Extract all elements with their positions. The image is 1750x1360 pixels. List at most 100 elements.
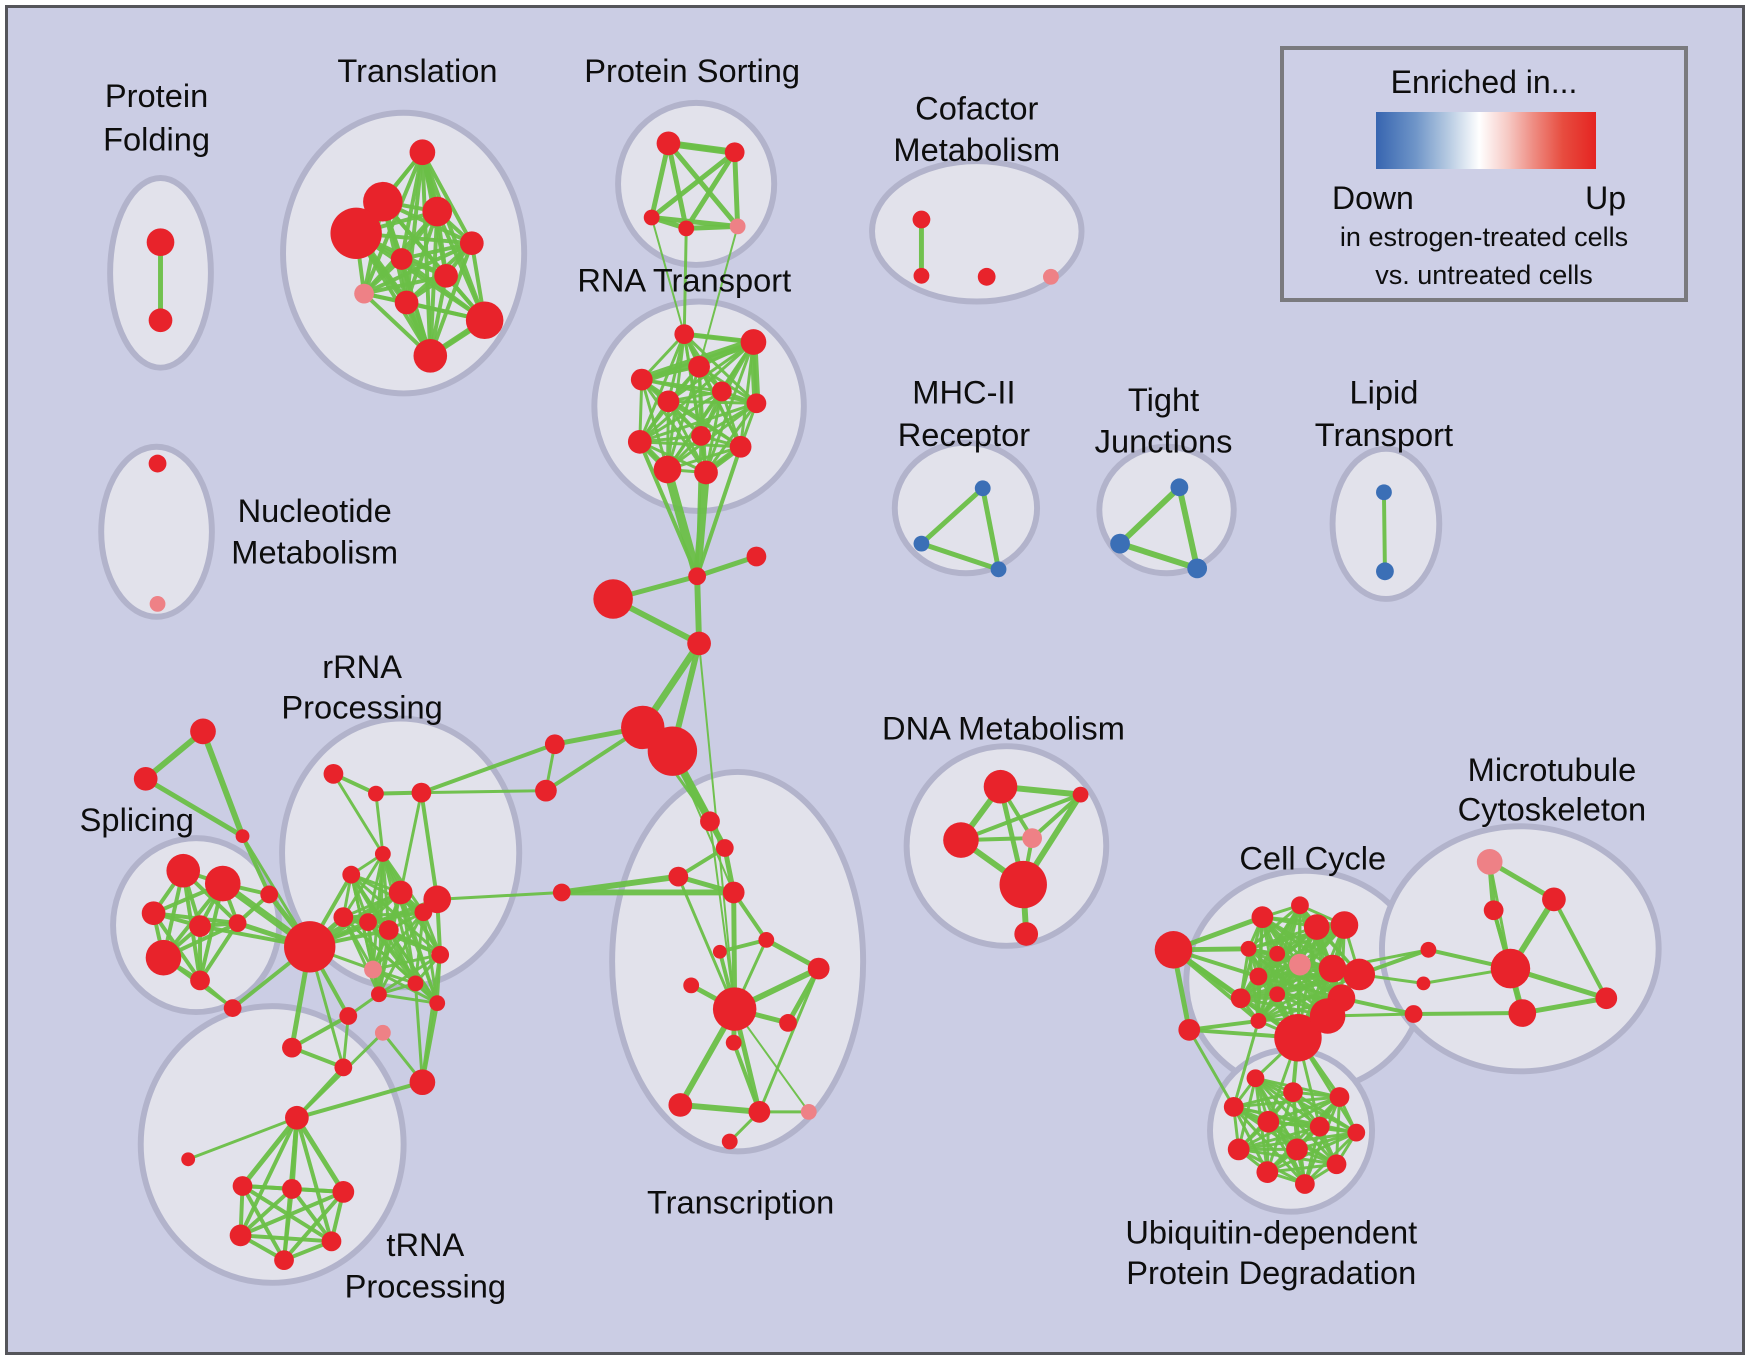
node-tl6 — [390, 248, 413, 270]
edge — [695, 434, 703, 578]
node-tc9 — [712, 987, 757, 1031]
edge — [240, 1115, 300, 1189]
cluster-ellipse-nucleotide-metabolism — [98, 443, 215, 620]
cluster-label-mhc-ii-receptor: MHC-II — [912, 373, 1015, 410]
edge — [918, 541, 1001, 572]
node-mt7 — [1595, 987, 1618, 1010]
node-tc3 — [668, 866, 689, 887]
edge — [419, 789, 548, 795]
edge — [331, 772, 385, 856]
edge — [238, 1115, 299, 1238]
node-tc5 — [758, 932, 775, 948]
node-ub3 — [1329, 1087, 1350, 1107]
node-tc1 — [700, 811, 720, 832]
node-tn6 — [321, 1231, 342, 1252]
edge — [371, 953, 442, 972]
node-cc17 — [1274, 1014, 1322, 1062]
edge — [649, 140, 671, 220]
edge — [1176, 484, 1201, 572]
node-rt3 — [688, 355, 710, 378]
node-tl3 — [422, 196, 453, 227]
legend-subtitle-line2: vs. untreated cells — [1375, 260, 1593, 290]
edge — [1187, 1028, 1236, 1109]
node-pf2 — [148, 308, 173, 333]
node-cf2 — [913, 267, 930, 284]
edge — [640, 378, 758, 405]
node-cc14 — [1230, 988, 1251, 1009]
cluster-label-transcription: Transcription — [647, 1184, 834, 1221]
node-cn7 — [544, 734, 565, 755]
node-cf4 — [1043, 268, 1059, 285]
edge — [435, 209, 487, 323]
node-cn1 — [688, 567, 707, 586]
cluster-label-protein-folding: Folding — [103, 120, 210, 157]
node-rr19 — [282, 1037, 302, 1058]
figure-frame: Protein Folding Translation Protein Sorting… — [5, 5, 1745, 1355]
edge — [665, 140, 689, 231]
node-ps2 — [724, 142, 745, 163]
node-rt4 — [630, 368, 653, 391]
node-ub11 — [1256, 1161, 1279, 1184]
edge — [1303, 1095, 1341, 1186]
edge — [1265, 1162, 1338, 1174]
node-hub — [284, 921, 336, 973]
node-ub4 — [1223, 1097, 1244, 1117]
cluster-ellipse-mhc-ii-receptor — [891, 439, 1041, 577]
node-rr4 — [374, 846, 391, 862]
node-tn4 — [332, 1181, 355, 1203]
node-tc8 — [683, 977, 700, 994]
cluster-label-nucleotide-metabolism: Metabolism — [231, 533, 398, 570]
node-cn8 — [535, 779, 557, 802]
edge — [650, 216, 686, 336]
node-rr16 — [429, 995, 446, 1012]
node-tc13 — [748, 1100, 771, 1123]
node-rr15 — [371, 986, 387, 1003]
node-tc2 — [715, 839, 734, 857]
node-mt2 — [1542, 887, 1566, 912]
cluster-labels: Protein Folding Translation Protein Sorting… — [80, 52, 1647, 1305]
cluster-label-rrna-processing: rRNA — [322, 648, 402, 685]
edge — [186, 1116, 299, 1161]
edge — [638, 401, 758, 444]
edge — [1551, 897, 1609, 1001]
edge — [349, 873, 425, 914]
edge — [377, 928, 391, 996]
edge — [682, 226, 688, 336]
node-cc6 — [1330, 911, 1359, 939]
node-mt8 — [1416, 976, 1431, 991]
edge — [1247, 903, 1302, 951]
edge — [638, 440, 743, 449]
node-cc5 — [1303, 914, 1330, 940]
node-tn0 — [285, 1105, 309, 1130]
node-ps1 — [656, 131, 681, 156]
node-cc12 — [1343, 958, 1376, 991]
edge — [420, 1001, 440, 1085]
edge — [200, 728, 246, 840]
node-rr10 — [359, 913, 377, 932]
cluster-ellipse-cofactor-metabolism — [869, 158, 1085, 305]
node-rt6 — [657, 390, 680, 413]
cluster-label-ubiquitin-degradation: Ubiquitin-dependent — [1125, 1213, 1417, 1250]
edge — [435, 890, 564, 901]
legend-gradient-bar — [1376, 112, 1596, 169]
node-tg1 — [190, 718, 216, 745]
node-ub12 — [1295, 1174, 1315, 1194]
edge — [695, 444, 743, 579]
cluster-label-lipid-transport: Transport — [1315, 416, 1453, 453]
node-tj1 — [1170, 478, 1189, 497]
edge — [731, 1040, 762, 1114]
edge — [959, 792, 1083, 843]
edge — [362, 273, 449, 296]
node-sp6 — [145, 939, 182, 976]
edge — [1117, 540, 1201, 572]
node-tn3 — [282, 1179, 302, 1199]
network-svg: Protein Folding Translation Protein Sorting… — [80, 52, 1662, 1305]
edge — [238, 1189, 346, 1238]
edge — [649, 149, 738, 220]
node-ub9 — [1286, 1138, 1308, 1161]
cluster-label-mhc-ii-receptor: Receptor — [898, 416, 1030, 453]
node-nm2 — [149, 596, 166, 612]
cluster-label-trna-processing: Processing — [345, 1268, 506, 1305]
node-tl9 — [394, 290, 419, 315]
